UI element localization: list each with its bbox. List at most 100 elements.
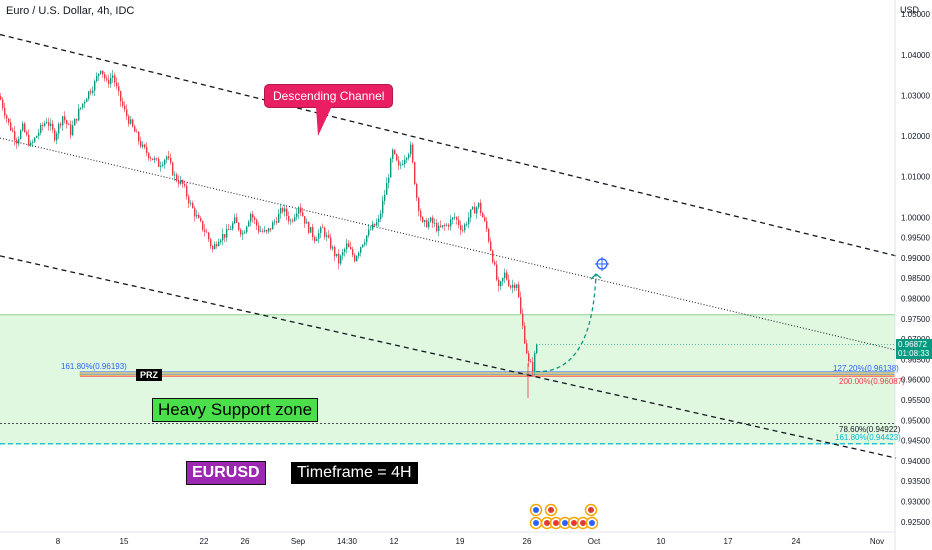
candle-body-25[interactable]	[50, 123, 52, 126]
candle-body-75[interactable]	[150, 158, 152, 159]
candle-body-76[interactable]	[152, 158, 154, 160]
candle-body-29[interactable]	[58, 123, 60, 134]
candle-body-108[interactable]	[216, 244, 218, 247]
candle-body-90[interactable]	[180, 180, 182, 184]
candle-body-188[interactable]	[376, 222, 378, 226]
candle-body-254[interactable]	[508, 279, 510, 286]
candle-body-262[interactable]	[524, 325, 526, 344]
candle-body-113[interactable]	[226, 229, 228, 238]
candle-body-242[interactable]	[484, 217, 486, 221]
candle-body-45[interactable]	[90, 91, 92, 93]
candle-body-163[interactable]	[326, 235, 328, 237]
candle-body-195[interactable]	[390, 158, 392, 178]
candle-body-200[interactable]	[400, 164, 402, 166]
candle-body-33[interactable]	[66, 120, 68, 125]
candle-body-139[interactable]	[278, 213, 280, 223]
candle-body-202[interactable]	[404, 159, 406, 165]
candle-body-18[interactable]	[36, 135, 38, 138]
candle-body-152[interactable]	[304, 216, 306, 224]
candle-body-240[interactable]	[480, 202, 482, 214]
candles-layer[interactable]	[0, 70, 538, 398]
candle-body-190[interactable]	[380, 213, 382, 219]
candle-body-133[interactable]	[266, 229, 268, 232]
candle-body-77[interactable]	[154, 158, 156, 160]
candle-body-40[interactable]	[80, 107, 82, 109]
candle-body-63[interactable]	[126, 109, 128, 117]
candle-body-121[interactable]	[242, 233, 244, 235]
candle-body-246[interactable]	[492, 250, 494, 263]
candle-body-244[interactable]	[488, 229, 490, 242]
candle-body-146[interactable]	[292, 220, 294, 222]
candle-body-97[interactable]	[194, 208, 196, 217]
candle-body-179[interactable]	[358, 252, 360, 257]
candle-body-187[interactable]	[374, 223, 376, 226]
candle-body-235[interactable]	[470, 209, 472, 218]
candle-body-158[interactable]	[316, 239, 318, 241]
candle-body-227[interactable]	[454, 217, 456, 219]
candle-body-72[interactable]	[144, 144, 146, 148]
candle-body-118[interactable]	[236, 217, 238, 223]
candle-body-26[interactable]	[52, 123, 54, 130]
candle-body-67[interactable]	[134, 126, 136, 132]
candle-body-175[interactable]	[350, 247, 352, 250]
candle-body-69[interactable]	[138, 131, 140, 142]
candle-body-80[interactable]	[160, 165, 162, 167]
candle-body-210[interactable]	[420, 210, 422, 218]
candle-body-93[interactable]	[186, 185, 188, 197]
candle-body-7[interactable]	[14, 131, 16, 141]
candle-body-249[interactable]	[498, 279, 500, 287]
candle-body-155[interactable]	[310, 227, 312, 233]
event-markers[interactable]	[529, 503, 599, 530]
candle-body-102[interactable]	[204, 229, 206, 232]
candle-body-17[interactable]	[34, 137, 36, 142]
candle-body-15[interactable]	[30, 142, 32, 146]
candle-body-168[interactable]	[336, 253, 338, 257]
candle-body-89[interactable]	[178, 180, 180, 184]
candle-body-37[interactable]	[74, 118, 76, 126]
candle-body-237[interactable]	[474, 206, 476, 214]
candle-body-6[interactable]	[12, 130, 14, 132]
candle-body-117[interactable]	[234, 217, 236, 224]
candle-body-59[interactable]	[118, 86, 120, 92]
candle-body-154[interactable]	[308, 222, 310, 233]
candle-body-48[interactable]	[96, 75, 98, 82]
candle-body-241[interactable]	[482, 213, 484, 218]
candle-body-260[interactable]	[520, 297, 522, 314]
candle-body-110[interactable]	[220, 240, 222, 243]
candle-body-21[interactable]	[42, 124, 44, 126]
candle-body-253[interactable]	[506, 272, 508, 280]
candle-body-166[interactable]	[332, 247, 334, 249]
candle-body-91[interactable]	[182, 180, 184, 185]
candle-body-220[interactable]	[440, 225, 442, 227]
candle-body-248[interactable]	[496, 264, 498, 280]
candle-body-30[interactable]	[60, 123, 62, 126]
candle-body-78[interactable]	[156, 158, 158, 160]
candle-body-135[interactable]	[270, 228, 272, 230]
candle-body-181[interactable]	[362, 244, 364, 248]
candle-body-231[interactable]	[462, 229, 464, 231]
candle-body-11[interactable]	[22, 123, 24, 131]
candle-body-56[interactable]	[112, 75, 114, 78]
candle-body-130[interactable]	[260, 230, 262, 232]
candle-body-103[interactable]	[206, 231, 208, 233]
candle-body-68[interactable]	[136, 131, 138, 133]
candle-body-105[interactable]	[210, 239, 212, 247]
candle-body-64[interactable]	[128, 116, 130, 124]
candle-body-162[interactable]	[324, 227, 326, 237]
candle-body-204[interactable]	[408, 154, 410, 159]
candle-body-167[interactable]	[334, 247, 336, 257]
candle-body-70[interactable]	[140, 141, 142, 147]
candle-body-186[interactable]	[372, 223, 374, 230]
candle-body-129[interactable]	[258, 225, 260, 232]
candle-body-60[interactable]	[120, 91, 122, 102]
candle-body-209[interactable]	[418, 197, 420, 211]
candle-body-177[interactable]	[354, 255, 356, 262]
candle-body-128[interactable]	[256, 219, 258, 226]
candle-body-247[interactable]	[494, 262, 496, 265]
candle-body-39[interactable]	[78, 108, 80, 121]
candle-body-176[interactable]	[352, 249, 354, 256]
candle-body-161[interactable]	[322, 227, 324, 229]
candle-body-96[interactable]	[192, 202, 194, 209]
candle-body-180[interactable]	[360, 247, 362, 253]
candle-body-142[interactable]	[284, 208, 286, 212]
